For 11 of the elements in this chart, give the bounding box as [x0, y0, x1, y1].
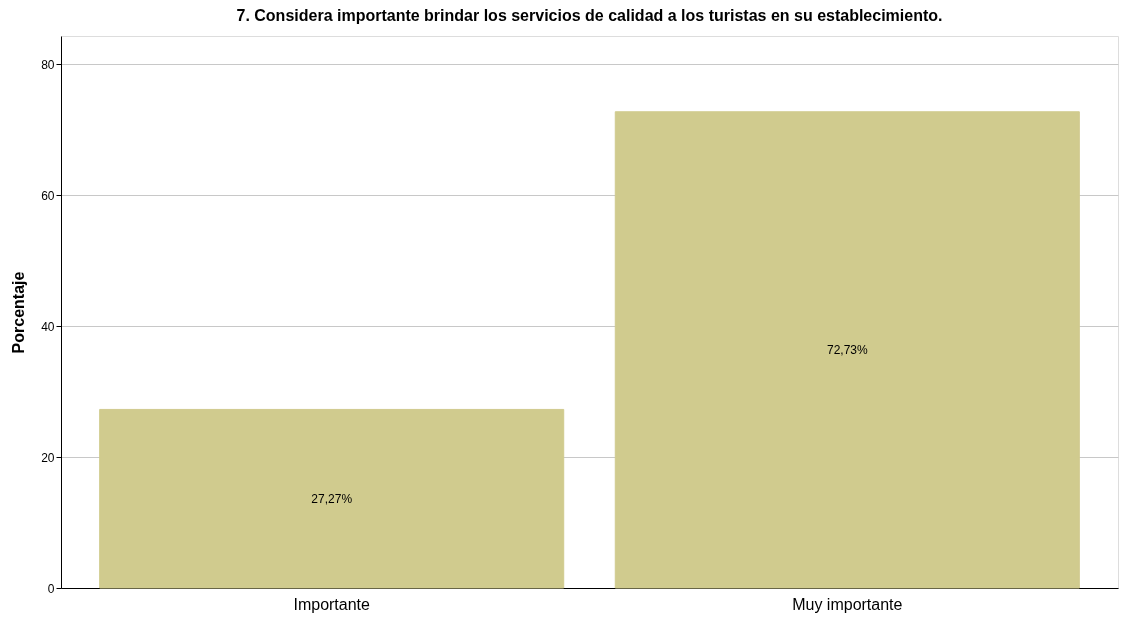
- x-tick-label: Importante: [293, 595, 371, 613]
- x-tick-label: Muy importante: [792, 595, 903, 613]
- data-label: 72,73%: [826, 342, 868, 357]
- y-tick-label: 60: [41, 188, 55, 203]
- data-label: 27,27%: [311, 491, 353, 506]
- y-tick-label: 20: [41, 450, 55, 465]
- y-tick-label: 0: [47, 581, 55, 596]
- chart-title: 7. Considera importante brindar los servicios de calidad a los turistas en su establecimiento.: [236, 7, 943, 24]
- y-tick-label: 40: [41, 319, 55, 334]
- y-tick-label: 80: [41, 57, 55, 72]
- y-axis-title: Porcentaje: [10, 271, 28, 354]
